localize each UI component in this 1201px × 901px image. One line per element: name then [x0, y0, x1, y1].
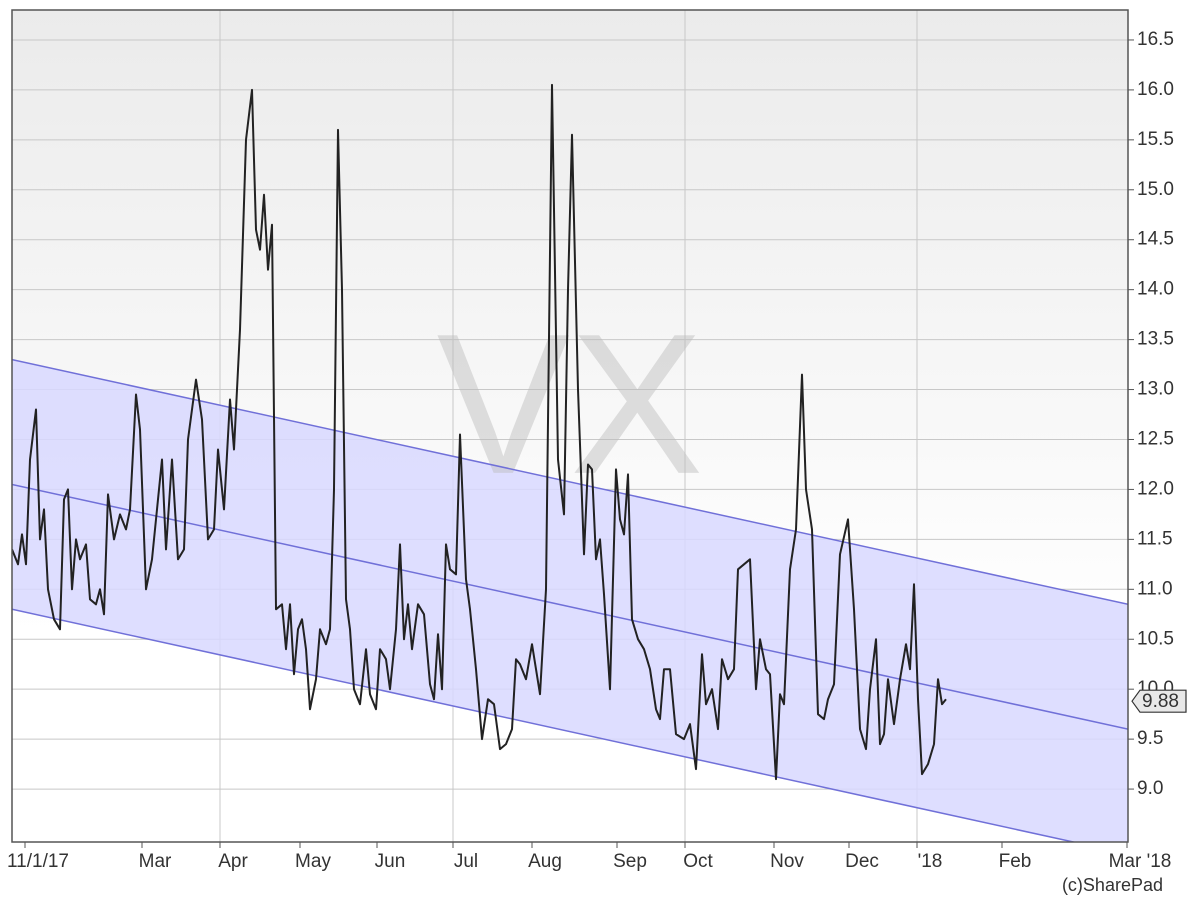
y-tick-label: 15.5 [1137, 129, 1174, 150]
y-tick-label: 11.0 [1137, 578, 1173, 599]
x-tick-label: Aug [528, 851, 562, 872]
x-tick-label: 11/1/17 [7, 851, 69, 872]
x-tick-label: Sep [613, 851, 647, 872]
y-tick-label: 16.5 [1137, 29, 1174, 50]
y-tick-label: 16.0 [1137, 79, 1174, 100]
x-tick-label: May [295, 851, 331, 872]
channel-band [12, 359, 1128, 842]
trend-line [12, 608, 1077, 842]
plot-frame [11, 9, 1129, 843]
x-tick-label: Oct [683, 851, 713, 872]
x-tick-label: Mar [139, 851, 172, 872]
y-tick-label: 9.5 [1137, 728, 1163, 749]
y-tick-label: 12.5 [1137, 428, 1174, 449]
x-tick-label: Jul [454, 851, 478, 872]
last-value-label: 9.88 [1142, 691, 1179, 712]
y-tick-label: 13.0 [1137, 379, 1174, 400]
y-tick-label: 12.0 [1137, 478, 1174, 499]
y-tick-label: 14.5 [1137, 229, 1174, 250]
last-value-box [1131, 689, 1187, 713]
plot-lines [12, 83, 1128, 842]
y-tick-label: 14.0 [1137, 279, 1174, 300]
y-tick-label: 10.5 [1137, 628, 1174, 649]
x-tick-label: Mar '18 [1109, 851, 1172, 872]
trend-line [12, 358, 1128, 606]
y-tick-label: 11.5 [1137, 528, 1173, 549]
y-tick-label: 9.0 [1137, 778, 1163, 799]
x-tick-label: Nov [770, 851, 804, 872]
watermark: VX [437, 293, 704, 516]
credit: (c)SharePad [1062, 875, 1163, 895]
x-tick-label: Apr [218, 851, 248, 872]
price-line [12, 83, 947, 781]
x-tick-label: Dec [845, 851, 879, 872]
y-tick-label: 13.5 [1137, 329, 1174, 350]
x-tick-label: Jun [375, 851, 406, 872]
x-tick-label: '18 [918, 851, 943, 872]
x-tick-label: Feb [999, 851, 1032, 872]
trend-line [12, 483, 1128, 730]
y-tick-label: 15.0 [1137, 179, 1174, 200]
